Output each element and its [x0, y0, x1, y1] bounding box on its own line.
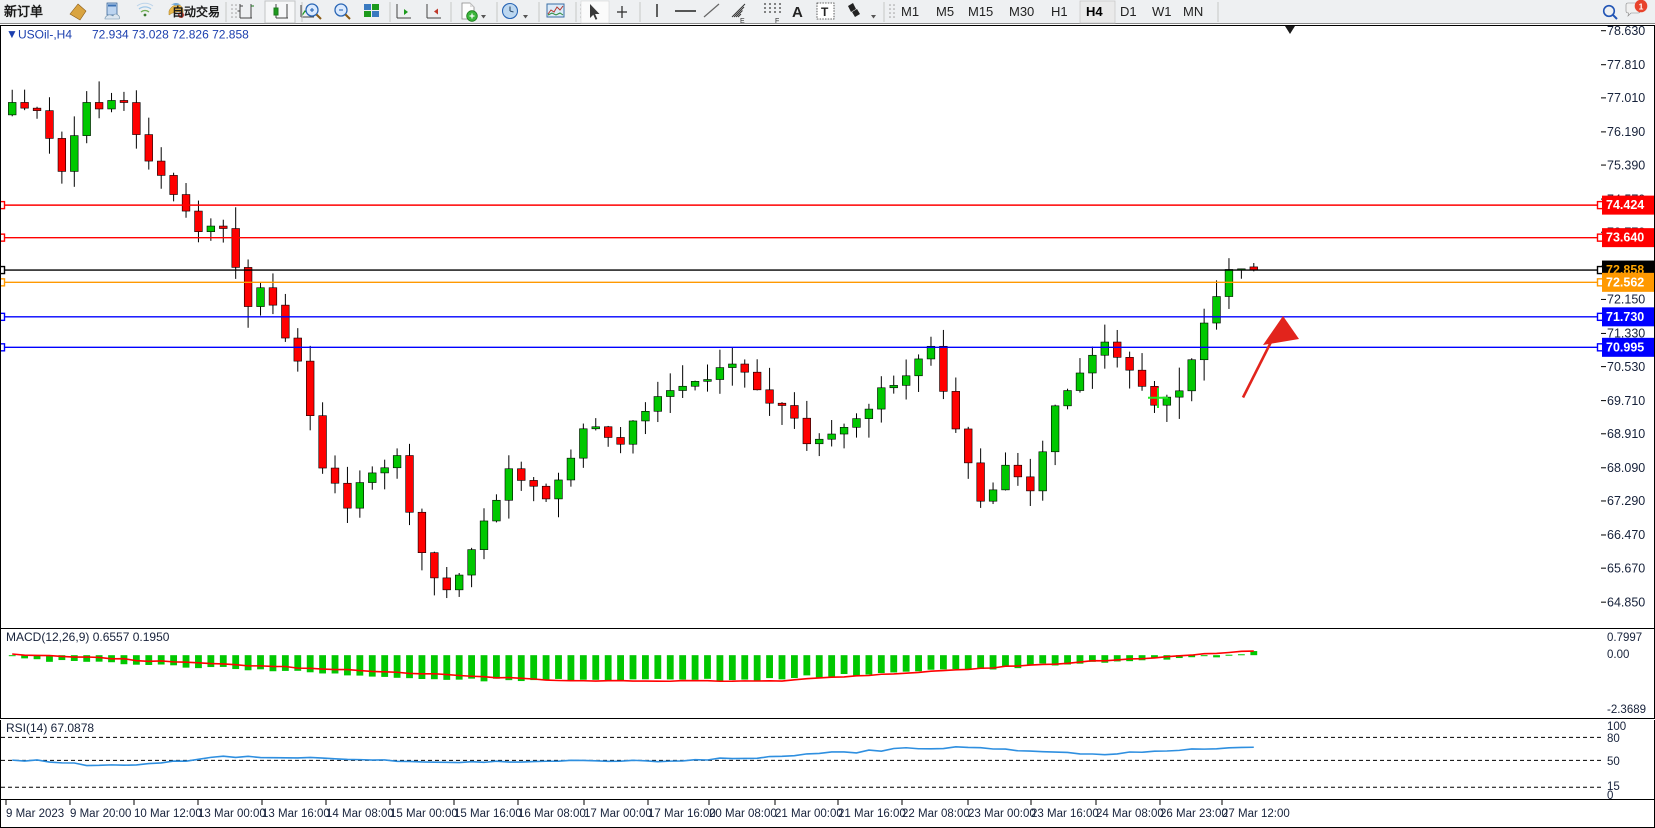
- svg-text:76.190: 76.190: [1607, 125, 1645, 139]
- svg-text:0: 0: [1607, 790, 1613, 800]
- svg-text:0.00: 0.00: [1607, 649, 1629, 661]
- svg-text:16 Mar 08:00: 16 Mar 08:00: [518, 808, 586, 820]
- svg-text:68.090: 68.090: [1607, 461, 1645, 475]
- svg-text:9 Mar 2023: 9 Mar 2023: [6, 808, 64, 820]
- svg-text:69.710: 69.710: [1607, 394, 1645, 408]
- svg-text:M15: M15: [968, 4, 993, 19]
- svg-text:A: A: [792, 4, 803, 21]
- svg-text:E: E: [740, 18, 745, 24]
- svg-text:自动交易: 自动交易: [172, 4, 220, 19]
- svg-text:M5: M5: [936, 4, 954, 19]
- svg-text:17 Mar 00:00: 17 Mar 00:00: [584, 808, 652, 820]
- svg-text:-2.3689: -2.3689: [1607, 704, 1646, 716]
- svg-text:71.730: 71.730: [1606, 310, 1644, 324]
- svg-text:15 Mar 16:00: 15 Mar 16:00: [454, 808, 522, 820]
- svg-text:9 Mar 20:00: 9 Mar 20:00: [70, 808, 131, 820]
- svg-text:64.850: 64.850: [1607, 595, 1645, 609]
- svg-text:73.640: 73.640: [1606, 231, 1644, 245]
- svg-text:21 Mar 00:00: 21 Mar 00:00: [775, 808, 843, 820]
- svg-text:66.470: 66.470: [1607, 528, 1645, 542]
- svg-text:70.995: 70.995: [1606, 340, 1644, 354]
- svg-text:10 Mar 12:00: 10 Mar 12:00: [134, 808, 202, 820]
- svg-text:15 Mar 00:00: 15 Mar 00:00: [390, 808, 458, 820]
- svg-text:26 Mar 23:00: 26 Mar 23:00: [1160, 808, 1228, 820]
- svg-text:68.910: 68.910: [1607, 427, 1645, 441]
- svg-text:MACD(12,26,9) 0.6557 0.1950: MACD(12,26,9) 0.6557 0.1950: [6, 630, 170, 644]
- svg-text:27 Mar 12:00: 27 Mar 12:00: [1222, 808, 1290, 820]
- svg-text:72.562: 72.562: [1606, 275, 1644, 289]
- svg-text:W1: W1: [1152, 4, 1172, 19]
- svg-text:74.424: 74.424: [1606, 198, 1644, 212]
- svg-text:24 Mar 08:00: 24 Mar 08:00: [1096, 808, 1164, 820]
- svg-text:H1: H1: [1051, 4, 1068, 19]
- svg-text:78.630: 78.630: [1607, 26, 1645, 38]
- svg-text:72.150: 72.150: [1607, 293, 1645, 307]
- svg-text:1: 1: [1639, 1, 1644, 11]
- svg-text:72.934 73.028 72.826 72.858: 72.934 73.028 72.826 72.858: [92, 28, 249, 42]
- svg-text:13 Mar 16:00: 13 Mar 16:00: [262, 808, 330, 820]
- svg-text:MN: MN: [1183, 4, 1203, 19]
- svg-text:77.810: 77.810: [1607, 58, 1645, 72]
- svg-text:M30: M30: [1009, 4, 1034, 19]
- svg-text:13 Mar 00:00: 13 Mar 00:00: [198, 808, 266, 820]
- svg-text:80: 80: [1607, 733, 1620, 745]
- svg-text:D1: D1: [1120, 4, 1137, 19]
- svg-text:H4: H4: [1086, 4, 1103, 19]
- svg-text:RSI(14) 67.0878: RSI(14) 67.0878: [6, 721, 94, 735]
- svg-text:100: 100: [1607, 721, 1626, 733]
- svg-text:67.290: 67.290: [1607, 494, 1645, 508]
- svg-text:14 Mar 08:00: 14 Mar 08:00: [326, 808, 394, 820]
- svg-text:70.530: 70.530: [1607, 360, 1645, 374]
- svg-text:50: 50: [1607, 756, 1620, 768]
- svg-text:▼: ▼: [6, 27, 18, 41]
- svg-text:0.7997: 0.7997: [1607, 632, 1642, 644]
- svg-text:77.010: 77.010: [1607, 91, 1645, 105]
- svg-text:M1: M1: [901, 4, 919, 19]
- svg-text:USOil-,H4: USOil-,H4: [18, 28, 72, 42]
- svg-text:21 Mar 16:00: 21 Mar 16:00: [838, 808, 906, 820]
- svg-text:F: F: [775, 18, 779, 24]
- svg-text:17 Mar 16:00: 17 Mar 16:00: [648, 808, 716, 820]
- svg-text:T: T: [821, 5, 829, 19]
- svg-text:75.390: 75.390: [1607, 158, 1645, 172]
- svg-text:23 Mar 16:00: 23 Mar 16:00: [1031, 808, 1099, 820]
- svg-text:23 Mar 00:00: 23 Mar 00:00: [968, 808, 1036, 820]
- svg-text:新订单: 新订单: [4, 4, 43, 19]
- svg-text:20 Mar 08:00: 20 Mar 08:00: [709, 808, 777, 820]
- svg-text:22 Mar 08:00: 22 Mar 08:00: [902, 808, 970, 820]
- svg-text:65.670: 65.670: [1607, 561, 1645, 575]
